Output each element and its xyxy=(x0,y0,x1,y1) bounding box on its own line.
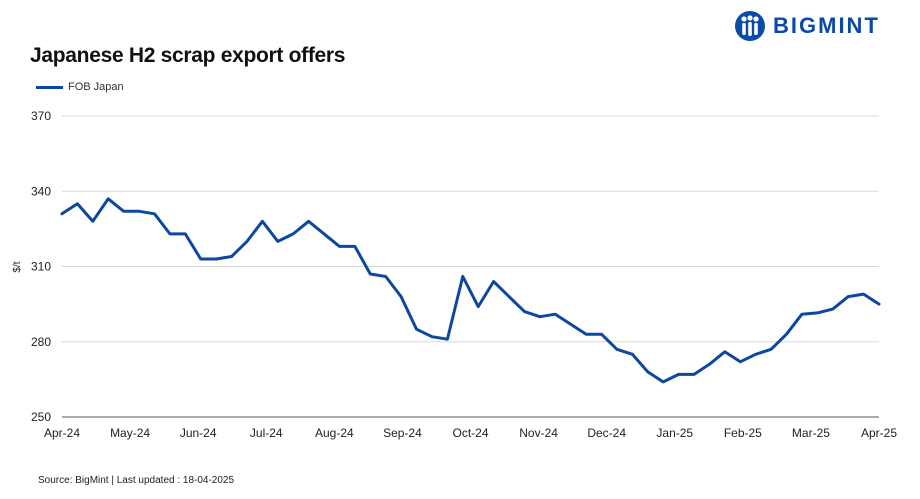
grid-lines xyxy=(62,115,879,418)
brand-logo: BIGMINT xyxy=(734,10,880,42)
y-tick-label: 370 xyxy=(31,109,51,123)
x-tick-label: Apr-25 xyxy=(861,426,897,440)
x-tick-label: Jul-24 xyxy=(250,426,283,440)
x-tick-label: Jun-24 xyxy=(180,426,217,440)
legend: FOB Japan xyxy=(36,81,124,93)
x-tick-label: Feb-25 xyxy=(724,426,762,440)
y-tick-label: 250 xyxy=(31,410,51,424)
x-tick-label: May-24 xyxy=(110,426,150,440)
y-tick-label: 340 xyxy=(31,184,51,198)
bigmint-logo-icon xyxy=(735,11,765,41)
legend-swatch xyxy=(36,85,63,89)
x-tick-label: Aug-24 xyxy=(315,426,354,440)
y-axis-ticks: 250 280 310 340 370 xyxy=(31,109,51,424)
x-tick-label: Dec-24 xyxy=(587,426,626,440)
series-line-fob-japan xyxy=(60,197,881,384)
x-tick-label: Mar-25 xyxy=(792,426,830,440)
x-tick-label: Sep-24 xyxy=(383,426,422,440)
y-axis-label: $/t xyxy=(12,261,23,272)
x-tick-label: Nov-24 xyxy=(519,426,558,440)
x-tick-label: Jan-25 xyxy=(656,426,693,440)
brand-name: BIGMINT xyxy=(773,13,880,38)
y-tick-label: 310 xyxy=(31,260,51,274)
chart-title: Japanese H2 scrap export offers xyxy=(30,44,346,67)
source-note: Source: BigMint | Last updated : 18-04-2… xyxy=(38,475,235,486)
legend-label: FOB Japan xyxy=(68,81,124,93)
x-tick-label: Oct-24 xyxy=(452,426,488,440)
y-tick-label: 280 xyxy=(31,335,51,349)
x-tick-label: Apr-24 xyxy=(44,426,80,440)
x-axis-ticks: Apr-24 May-24 Jun-24 Jul-24 Aug-24 Sep-24 Oct-… xyxy=(44,426,897,440)
series-group xyxy=(60,197,881,384)
